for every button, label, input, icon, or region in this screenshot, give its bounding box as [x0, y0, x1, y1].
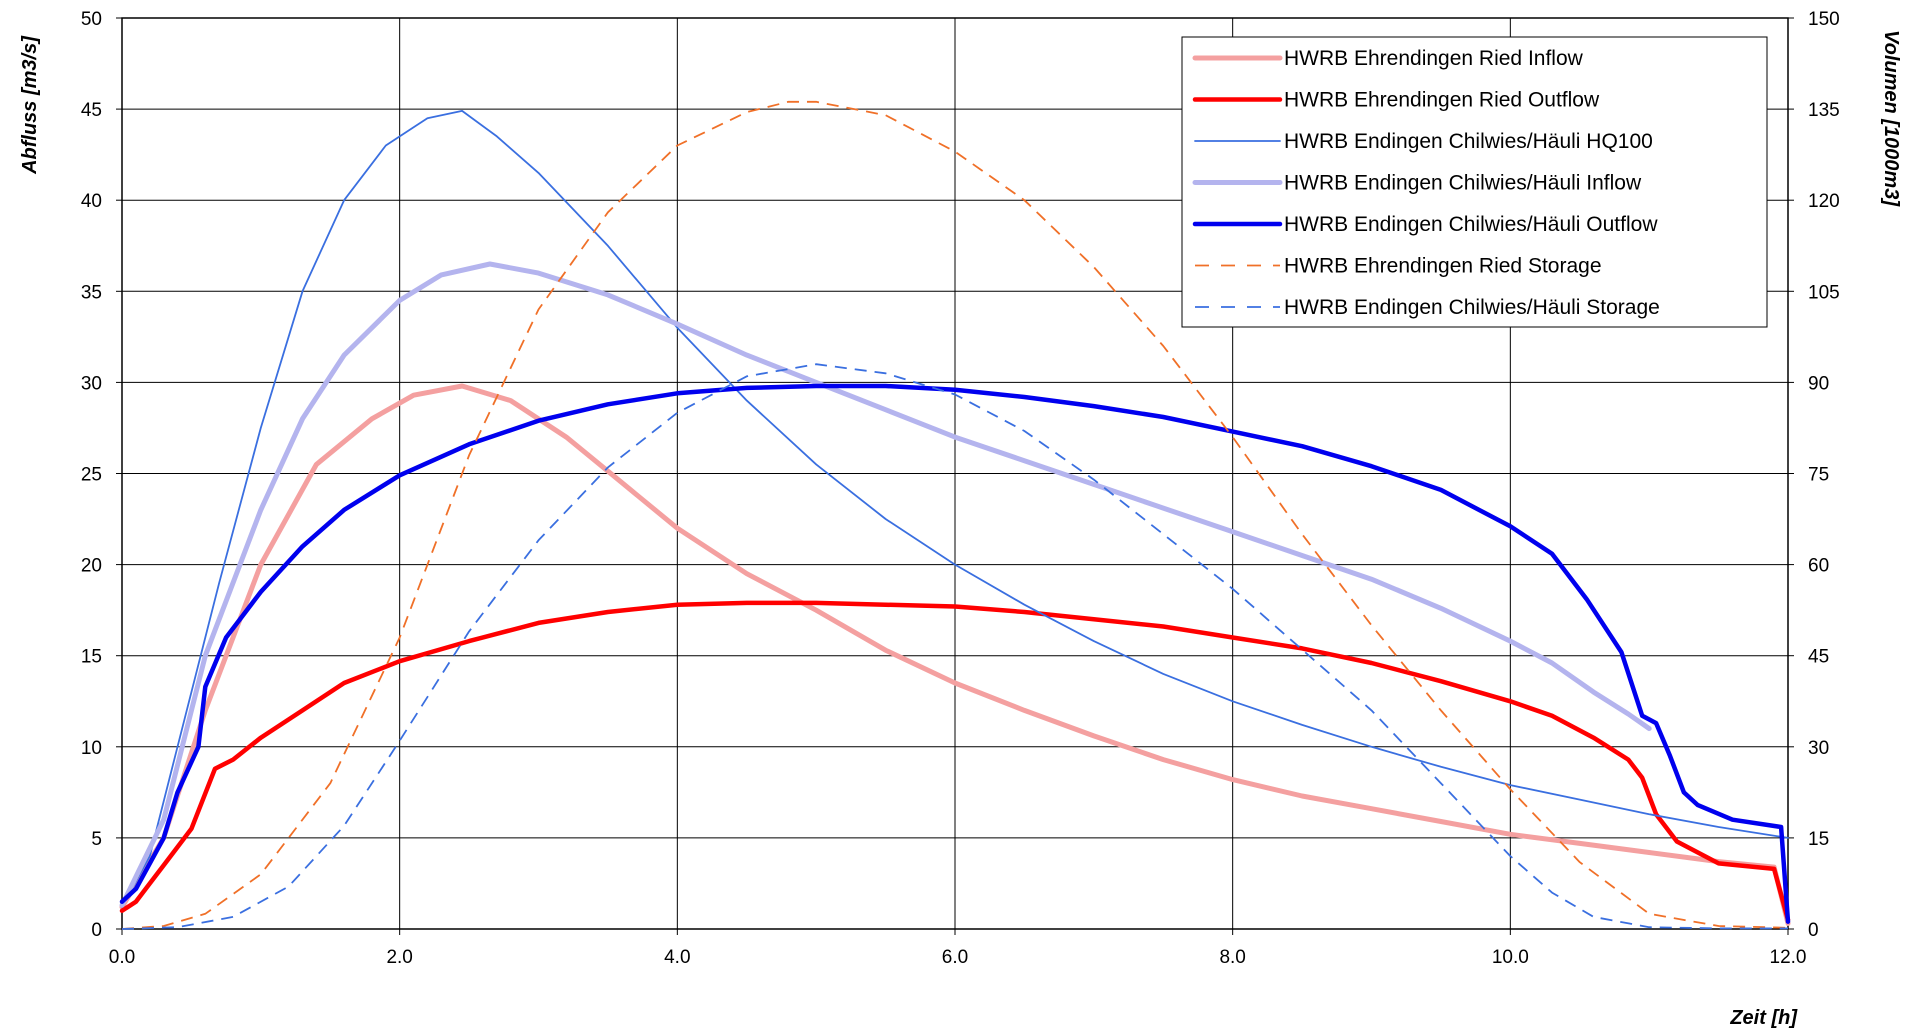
y-tick-label: 10 — [81, 738, 102, 759]
y-tick-label: 50 — [81, 9, 102, 30]
y-tick-label: 35 — [81, 282, 102, 303]
x-axis-title: Zeit [h] — [1729, 1007, 1798, 1029]
y2-tick-label: 45 — [1808, 647, 1829, 668]
series-lines — [119, 100, 1791, 930]
y2-tick-label: 30 — [1808, 738, 1829, 759]
series-line-hwrb-endingen-chilwies-hauli-storage — [121, 363, 1788, 930]
y2-tick-label: 135 — [1808, 100, 1840, 121]
legend-label: HWRB Ehrendingen Ried Inflow — [1284, 47, 1584, 70]
y-tick-label: 0 — [91, 920, 102, 941]
legend: HWRB Ehrendingen Ried Inflow HWRB Ehrendi… — [1181, 36, 1768, 328]
series-line-hwrb-endingen-chilwies-hauli-inflow — [119, 261, 1652, 908]
y2-tick-label: 120 — [1808, 191, 1840, 212]
y-tick-label: 40 — [81, 191, 102, 212]
y-tick-label: 25 — [81, 465, 102, 486]
y-tick-label: 45 — [81, 100, 102, 121]
legend-label: HWRB Endingen Chilwies/Häuli Storage — [1284, 296, 1660, 319]
x-tick-label: 6.0 — [942, 947, 968, 968]
y-tick-label: 15 — [81, 647, 102, 668]
y-tick-label: 5 — [91, 829, 102, 850]
series-line-hwrb-endingen-chilwies-hauli-outflow — [119, 383, 1791, 924]
x-tick-label: 8.0 — [1219, 947, 1245, 968]
y-axis-title: Abfluss [m3/s] — [19, 35, 41, 175]
x-tick-label: 0.0 — [109, 947, 135, 968]
x-tick-label: 2.0 — [386, 947, 412, 968]
legend-label: HWRB Endingen Chilwies/Häuli Outflow — [1284, 213, 1658, 236]
y2-axis-title: Volumen [1000m3] — [1880, 30, 1902, 207]
y2-tick-label: 150 — [1808, 9, 1840, 30]
series-line-hwrb-ehrendingen-ried-outflow — [119, 600, 1791, 923]
x-tick-label: 12.0 — [1770, 947, 1807, 968]
legend-label: HWRB Endingen Chilwies/Häuli Inflow — [1284, 172, 1642, 195]
legend-label: HWRB Endingen Chilwies/Häuli HQ100 — [1284, 130, 1653, 153]
y2-tick-label: 75 — [1808, 465, 1829, 486]
y-axis-ticks: 0 5 10 15 20 25 30 35 40 45 50 — [81, 9, 122, 941]
x-tick-label: 4.0 — [664, 947, 690, 968]
y-tick-label: 30 — [81, 373, 102, 394]
y2-tick-label: 90 — [1808, 373, 1829, 394]
y-tick-label: 20 — [81, 556, 102, 577]
y2-axis-ticks: 0 15 30 45 60 75 90 105 120 135 150 — [1788, 9, 1840, 941]
series-line-hwrb-endingen-chilwies-hauli-hq100 — [121, 110, 1789, 908]
y2-tick-label: 60 — [1808, 556, 1829, 577]
series-line-hwrb-ehrendingen-ried-storage — [121, 100, 1789, 930]
x-axis-ticks: 0.0 2.0 4.0 6.0 8.0 10.0 12.0 — [109, 929, 1807, 968]
y2-tick-label: 0 — [1808, 920, 1819, 941]
legend-label: HWRB Ehrendingen Ried Storage — [1284, 255, 1602, 278]
x-tick-label: 10.0 — [1492, 947, 1529, 968]
y2-tick-label: 15 — [1808, 829, 1829, 850]
legend-label: HWRB Ehrendingen Ried Outflow — [1284, 89, 1600, 112]
series-line-hwrb-ehrendingen-ried-inflow — [119, 383, 1791, 926]
y2-tick-label: 105 — [1808, 282, 1840, 303]
grid-lines — [122, 18, 1788, 929]
